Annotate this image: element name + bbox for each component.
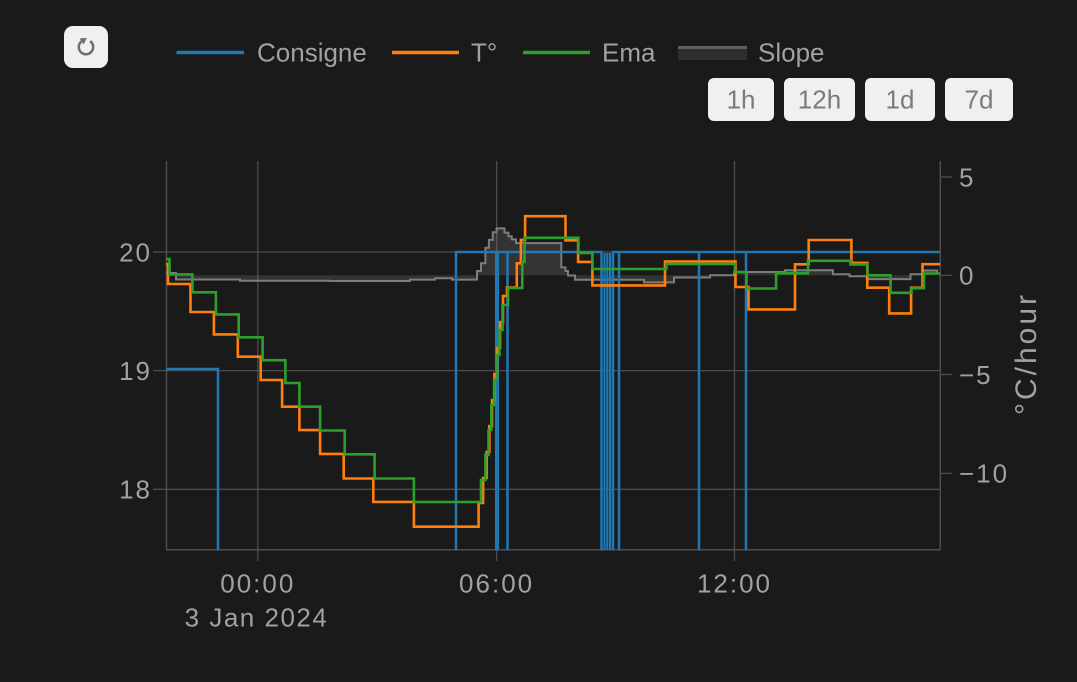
svg-text:−5: −5: [959, 360, 993, 390]
svg-text:Consigne: Consigne: [257, 38, 367, 68]
svg-text:20: 20: [119, 237, 152, 267]
svg-text:00:00: 00:00: [220, 569, 295, 599]
svg-text:1h: 1h: [727, 85, 756, 115]
svg-text:°C/hour: °C/hour: [1010, 292, 1043, 415]
svg-text:19: 19: [119, 356, 152, 386]
svg-text:T°: T°: [471, 38, 497, 68]
svg-text:3 Jan 2024: 3 Jan 2024: [185, 603, 329, 633]
svg-text:7d: 7d: [965, 85, 994, 115]
svg-text:12h: 12h: [798, 85, 841, 115]
svg-text:12:00: 12:00: [697, 569, 772, 599]
svg-text:1d: 1d: [886, 85, 915, 115]
svg-text:18: 18: [119, 475, 152, 505]
svg-text:06:00: 06:00: [459, 569, 534, 599]
svg-text:−10: −10: [959, 459, 1009, 489]
svg-text:Slope: Slope: [758, 38, 825, 68]
svg-text:0: 0: [959, 261, 975, 291]
svg-text:Ema: Ema: [602, 38, 656, 68]
svg-text:5: 5: [959, 162, 975, 192]
